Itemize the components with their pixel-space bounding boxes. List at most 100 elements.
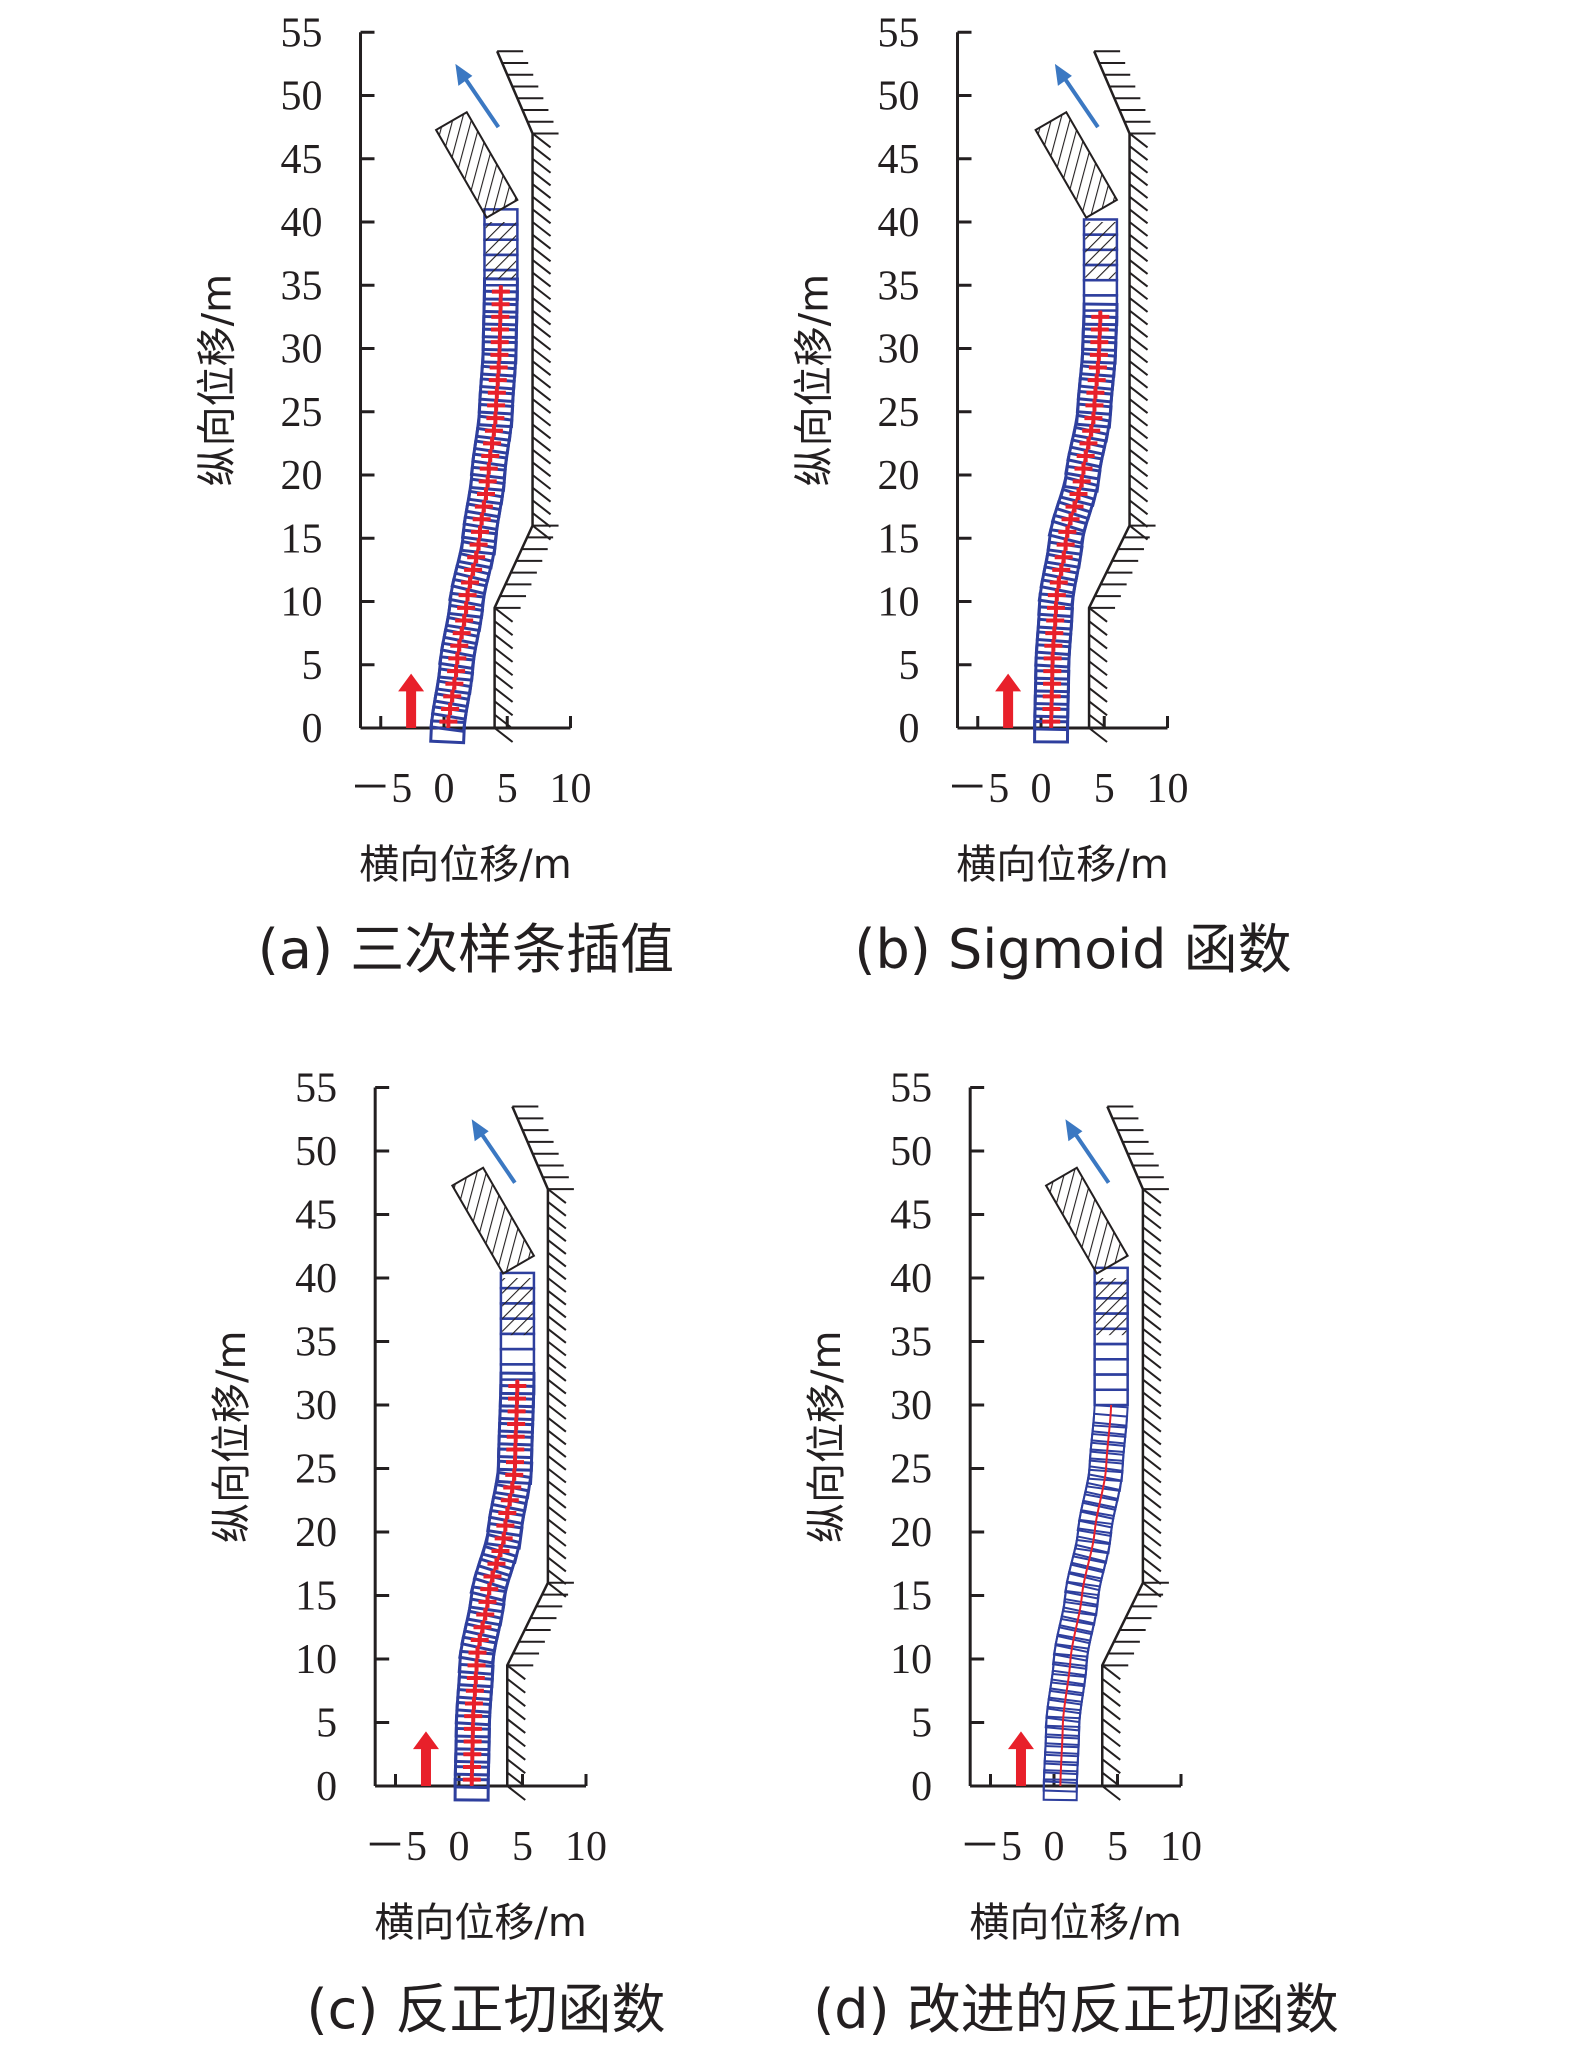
y-tick-label: 45 xyxy=(878,137,920,183)
wall-hatch-mark xyxy=(547,1569,567,1585)
trajectory-marker xyxy=(480,1583,499,1596)
wall-hatch-mark xyxy=(1128,461,1149,478)
wall-hatch-mark xyxy=(506,1758,526,1774)
wall-hatch-mark xyxy=(1128,208,1149,225)
wall-hatch-mark xyxy=(547,1188,567,1204)
wall-hatch-mark xyxy=(1142,1556,1162,1573)
wall-hatch-mark xyxy=(547,1493,567,1509)
wall-hatch-mark xyxy=(1128,410,1149,427)
wall-hatch-mark xyxy=(531,246,552,263)
wall-hatch-mark xyxy=(1088,633,1108,650)
trajectory-marker xyxy=(1046,614,1065,627)
wall-hatch-mark xyxy=(493,727,514,743)
wall-hatch-mark xyxy=(531,461,552,478)
heading-arrow-icon xyxy=(1054,63,1072,86)
wall-hatch-mark xyxy=(531,297,552,313)
wall-hatch-mark xyxy=(547,1340,567,1357)
wall-hatch-mark xyxy=(531,233,552,250)
x-axis-title: 横向位移/m xyxy=(359,842,571,888)
wall-hatch-mark xyxy=(1142,1378,1162,1395)
wall-hatch-mark xyxy=(1101,1677,1121,1694)
trajectory-marker xyxy=(463,1748,482,1761)
trajectory-marker xyxy=(1049,576,1068,589)
wall-hatch-mark xyxy=(1142,1531,1162,1547)
y-tick-label: 40 xyxy=(890,1256,932,1302)
wall-hatch-mark xyxy=(1088,687,1108,703)
y-tick-label: 35 xyxy=(878,263,920,309)
x-tick-label: －5 xyxy=(349,766,412,812)
trajectory-marker xyxy=(1069,487,1088,500)
trajectory-marker xyxy=(1042,690,1061,703)
wall-hatch-mark xyxy=(493,660,514,677)
trajectory-marker xyxy=(489,361,508,374)
wall-hatch-mark xyxy=(1128,170,1149,187)
trajectory-marker xyxy=(1089,348,1108,361)
wall-hatch-mark xyxy=(1128,195,1149,212)
trajectory-marker xyxy=(476,487,495,500)
trajectory-marker xyxy=(505,1468,524,1481)
y-axis-title: 纵向位移/m xyxy=(209,1331,255,1543)
y-tick-label: 45 xyxy=(295,1193,337,1239)
trajectory-marker xyxy=(487,386,506,399)
y-tick-label: 45 xyxy=(281,137,323,183)
trajectory-marker xyxy=(483,437,502,450)
panel-caption: (d) 改进的反正切函数 xyxy=(813,1978,1339,2041)
wall-hatch-mark xyxy=(531,373,552,389)
x-axis-title: 横向位移/m xyxy=(374,1900,586,1946)
trajectory-marker xyxy=(494,1532,513,1545)
wall-hatch-mark xyxy=(506,1704,526,1721)
wall-hatch-mark xyxy=(1128,309,1149,326)
trajectory-marker xyxy=(481,450,500,463)
x-tick-label: 10 xyxy=(1160,1824,1202,1870)
wall-hatch-mark xyxy=(1128,157,1149,174)
start-direction-arrow-icon xyxy=(995,673,1022,728)
wall-hatch-mark xyxy=(531,360,552,376)
y-tick-label: 5 xyxy=(899,643,920,689)
vehicle-box xyxy=(499,1332,536,1351)
trajectory-marker xyxy=(1088,361,1107,374)
y-tick-label: 0 xyxy=(302,706,323,752)
wall-hatch-mark xyxy=(1142,1416,1162,1433)
y-tick-label: 55 xyxy=(890,1066,932,1112)
panel-caption: (b) Sigmoid 函数 xyxy=(854,918,1291,981)
y-tick-label: 5 xyxy=(911,1701,932,1747)
wall-hatch-mark xyxy=(531,398,552,414)
wall-hatch-mark xyxy=(1142,1493,1162,1509)
trajectory-marker xyxy=(1084,412,1103,425)
hatched-vehicle-section xyxy=(1085,222,1116,279)
trajectory-marker xyxy=(486,412,505,425)
y-tick-label: 0 xyxy=(899,706,920,752)
trajectory-marker xyxy=(506,1443,525,1456)
wall-hatch-mark xyxy=(547,1467,567,1484)
y-tick-label: 20 xyxy=(295,1510,337,1556)
wall-hatch-mark xyxy=(547,1315,567,1331)
wall-hatch-mark xyxy=(493,620,514,636)
wall-hatch-mark xyxy=(1128,132,1149,149)
trajectory-marker xyxy=(1074,462,1093,475)
trajectory-marker xyxy=(445,677,464,690)
trajectory-marker xyxy=(496,1519,515,1532)
trajectory-marker xyxy=(466,1672,485,1685)
trajectory-marker xyxy=(1043,652,1062,665)
wall-hatch-mark xyxy=(1101,1785,1121,1801)
wall-hatch-mark xyxy=(1142,1239,1162,1255)
wall-hatch-mark xyxy=(1142,1201,1162,1217)
y-tick-label: 25 xyxy=(890,1447,932,1493)
wall-hatch-mark xyxy=(547,1302,567,1319)
wall-hatch-mark xyxy=(1128,347,1149,364)
wall-hatch-mark xyxy=(506,1664,526,1681)
wall-hatch-mark xyxy=(547,1353,567,1369)
trajectory-marker xyxy=(1056,538,1075,551)
wall-hatch-mark xyxy=(1128,373,1149,389)
heading-arrow-icon xyxy=(471,1119,489,1142)
wall-hatch-mark xyxy=(1128,246,1149,263)
trajectory-marker xyxy=(443,690,462,703)
start-direction-arrow-icon xyxy=(412,1731,439,1786)
trajectory-marker xyxy=(507,1405,526,1418)
wall-hatch-mark xyxy=(493,647,514,663)
vehicle-trajectory-boxes xyxy=(453,1271,536,1802)
trajectory-marker xyxy=(439,715,458,728)
trajectory-marker xyxy=(470,1633,489,1646)
